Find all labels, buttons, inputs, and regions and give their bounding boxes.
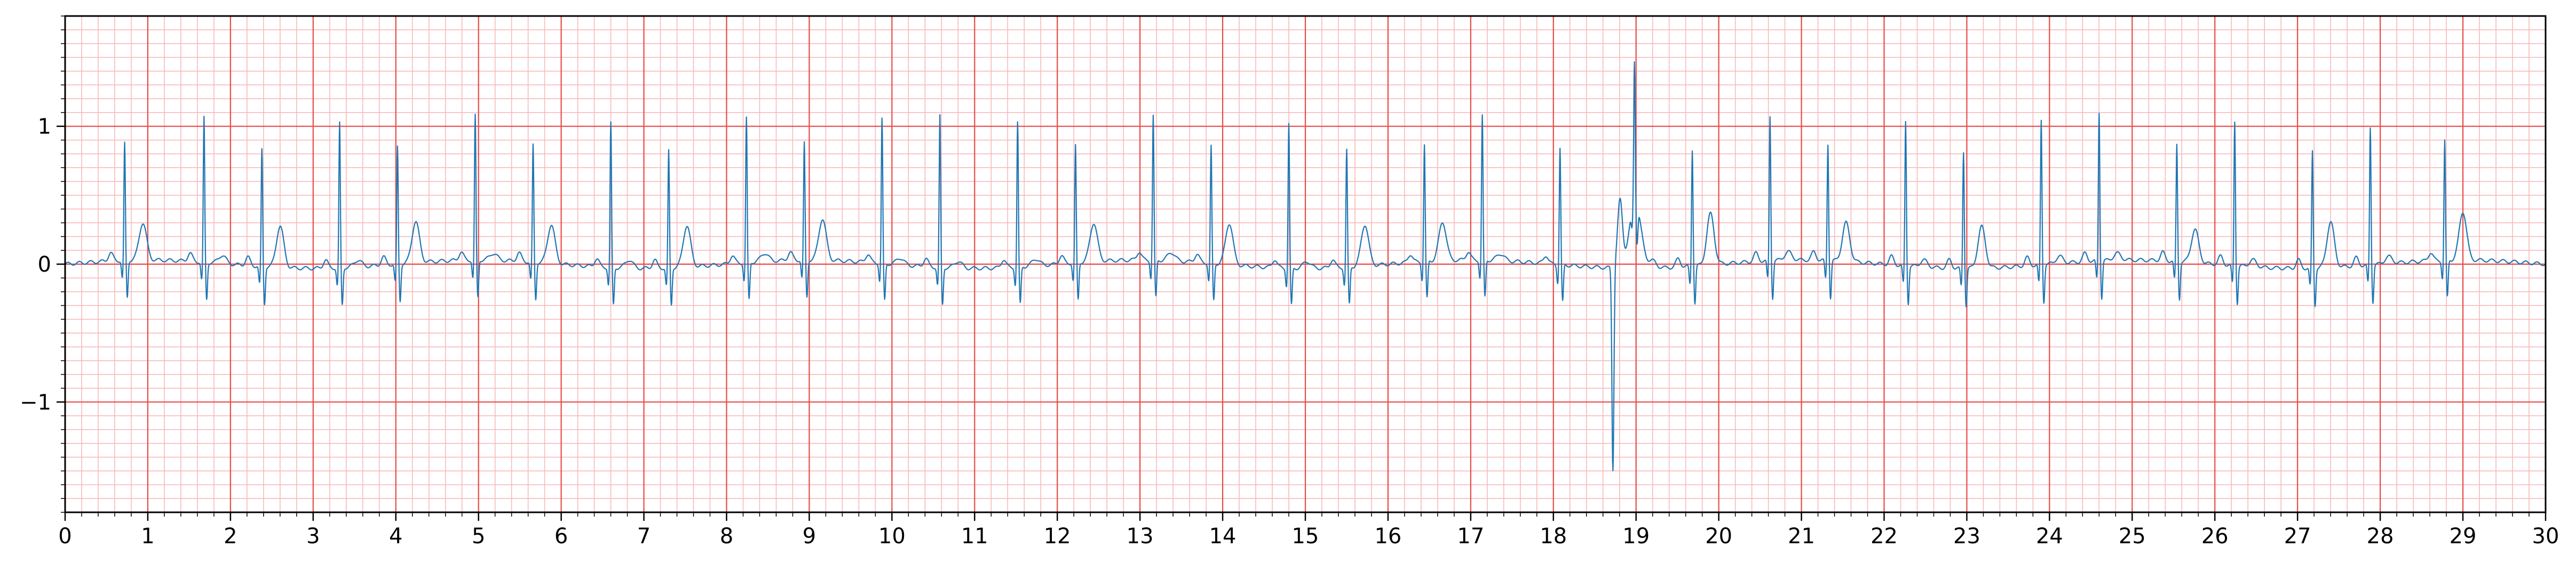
x-tick-label: 29	[2450, 524, 2477, 549]
x-tick-label: 9	[803, 524, 816, 549]
x-tick-label: 10	[878, 524, 906, 549]
x-tick-label: 16	[1374, 524, 1401, 549]
ecg-trace-line	[65, 61, 2546, 472]
x-tick-label: 26	[2201, 524, 2229, 549]
x-tick-label: 18	[1540, 524, 1567, 549]
x-tick-label: 15	[1292, 524, 1319, 549]
x-tick-label: 13	[1127, 524, 1154, 549]
x-tick-label: 6	[554, 524, 568, 549]
x-tick-label: 22	[1870, 524, 1898, 549]
x-tick-label: 7	[637, 524, 651, 549]
x-tick-label: 3	[306, 524, 320, 549]
y-tick-label: 0	[38, 252, 51, 277]
x-tick-label: 19	[1622, 524, 1650, 549]
x-tick-label: 12	[1044, 524, 1071, 549]
x-tick-label: 27	[2284, 524, 2311, 549]
x-tick-label: 0	[58, 524, 72, 549]
x-tick-label: 21	[1788, 524, 1815, 549]
x-tick-label: 2	[224, 524, 237, 549]
x-tick-label: 28	[2367, 524, 2394, 549]
x-tick-label: 24	[2036, 524, 2063, 549]
x-axis: 0 1 2 3 4 5 6 7 8 9 10 11 12 13 14 15 16 17 18 19 20 21 22 23 24…	[58, 512, 2559, 549]
x-tick-label: 8	[720, 524, 733, 549]
y-tick-label: 1	[38, 115, 51, 139]
x-tick-label: 23	[1953, 524, 1980, 549]
x-tick-label: 4	[389, 524, 402, 549]
x-tick-label: 17	[1457, 524, 1484, 549]
x-tick-label: 20	[1705, 524, 1732, 549]
x-tick-label: 1	[141, 524, 154, 549]
x-tick-label: 5	[472, 524, 485, 549]
x-tick-label: 30	[2532, 524, 2559, 549]
x-tick-label: 14	[1209, 524, 1237, 549]
y-axis: −1 0 1	[20, 15, 65, 513]
y-tick-label: −1	[20, 390, 51, 415]
x-tick-label: 11	[961, 524, 988, 549]
x-tick-label: 25	[2119, 524, 2146, 549]
